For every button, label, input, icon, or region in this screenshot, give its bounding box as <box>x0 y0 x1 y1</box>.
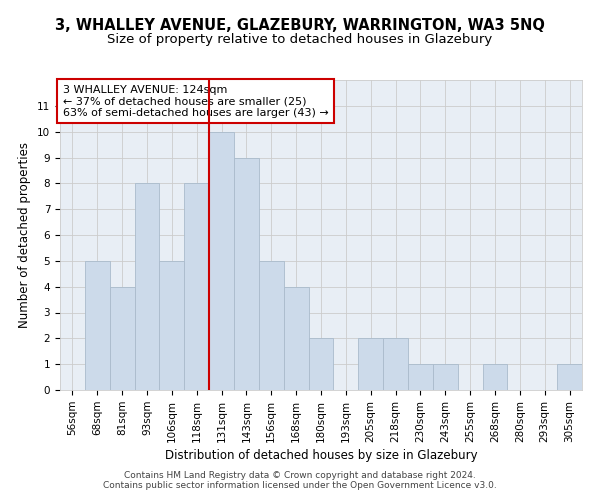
Bar <box>383 338 408 390</box>
Bar <box>184 184 209 390</box>
Bar <box>284 286 308 390</box>
Bar <box>433 364 458 390</box>
Bar <box>308 338 334 390</box>
Bar <box>85 261 110 390</box>
Text: Size of property relative to detached houses in Glazebury: Size of property relative to detached ho… <box>107 32 493 46</box>
Text: Contains HM Land Registry data © Crown copyright and database right 2024.: Contains HM Land Registry data © Crown c… <box>124 471 476 480</box>
X-axis label: Distribution of detached houses by size in Glazebury: Distribution of detached houses by size … <box>164 449 478 462</box>
Bar <box>482 364 508 390</box>
Bar <box>160 261 184 390</box>
Bar <box>110 286 134 390</box>
Bar <box>134 184 160 390</box>
Bar <box>358 338 383 390</box>
Text: Contains public sector information licensed under the Open Government Licence v3: Contains public sector information licen… <box>103 481 497 490</box>
Y-axis label: Number of detached properties: Number of detached properties <box>19 142 31 328</box>
Text: 3 WHALLEY AVENUE: 124sqm
← 37% of detached houses are smaller (25)
63% of semi-d: 3 WHALLEY AVENUE: 124sqm ← 37% of detach… <box>62 84 328 118</box>
Text: 3, WHALLEY AVENUE, GLAZEBURY, WARRINGTON, WA3 5NQ: 3, WHALLEY AVENUE, GLAZEBURY, WARRINGTON… <box>55 18 545 32</box>
Bar <box>259 261 284 390</box>
Bar <box>234 158 259 390</box>
Bar <box>408 364 433 390</box>
Bar <box>209 132 234 390</box>
Bar <box>557 364 582 390</box>
